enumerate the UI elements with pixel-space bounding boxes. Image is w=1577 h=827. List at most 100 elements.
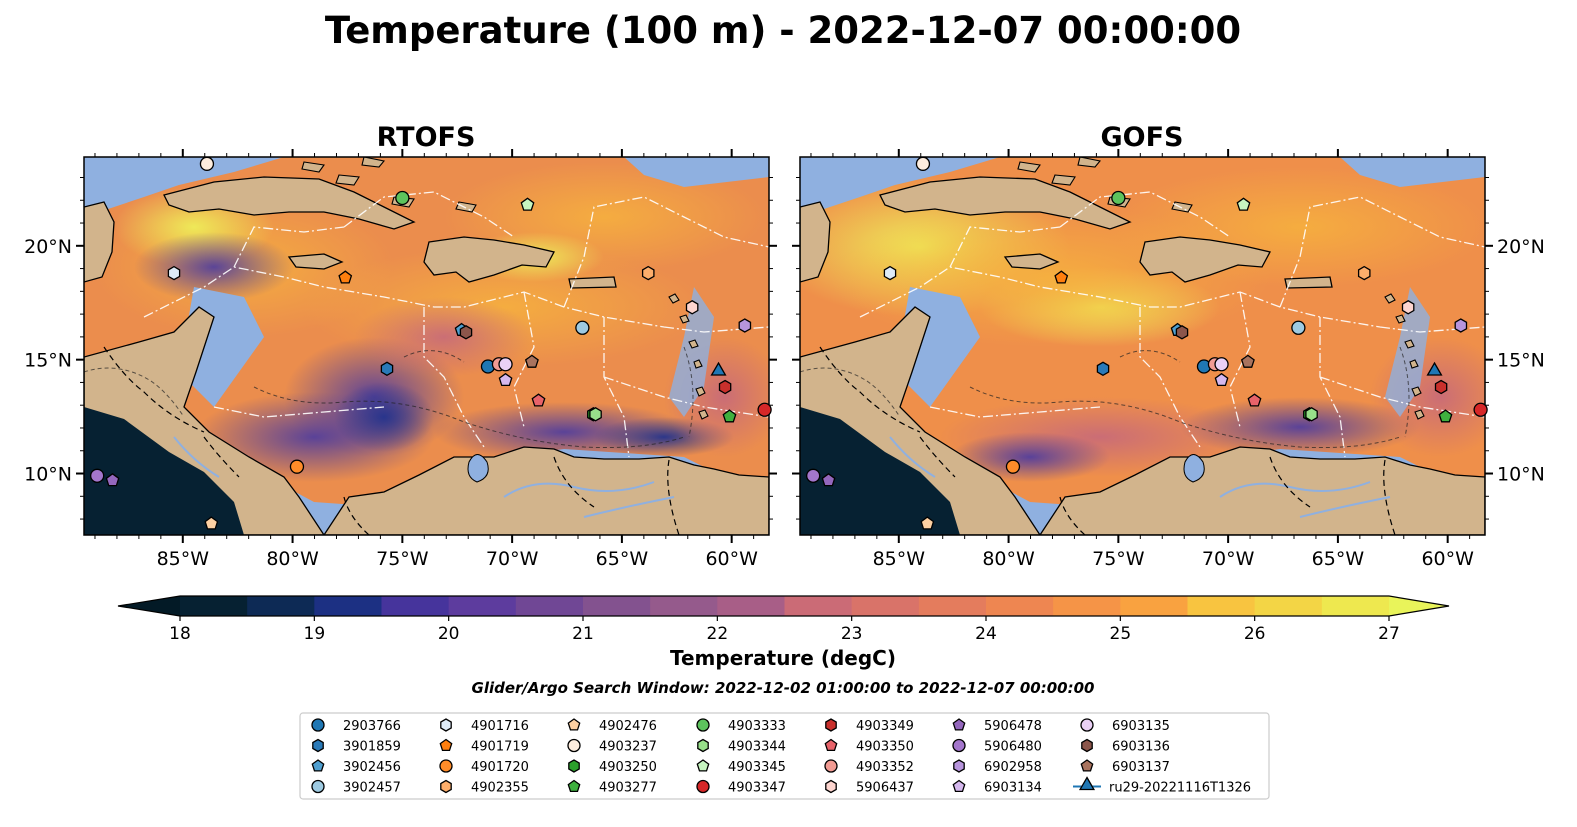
- obs-marker-4903277-gofs: [1438, 409, 1453, 423]
- map-frame-gofs: [799, 156, 1486, 536]
- x-tick-label: 60°W: [1421, 548, 1474, 570]
- legend-marker-6903137: [1080, 759, 1094, 772]
- legend-label: 6903134: [984, 781, 1042, 796]
- obs-marker-6903135-gofs: [1214, 357, 1229, 372]
- colorbar-extend-low: [118, 596, 180, 616]
- legend-label: 4903277: [599, 781, 657, 796]
- obs-marker-6903137-rtofs: [524, 354, 539, 368]
- obs-marker-6903137-gofs: [1240, 354, 1255, 368]
- legend-marker-3902456: [311, 759, 325, 772]
- obs-marker-3902457-rtofs: [575, 320, 590, 335]
- y-tick-label: 10°N: [24, 464, 72, 486]
- legend-marker-3901859: [312, 738, 324, 753]
- colorbar-tick-label: 26: [1244, 624, 1266, 644]
- legend-marker-4903345: [696, 759, 710, 772]
- colorbar-label: Temperature (degC): [670, 646, 896, 670]
- obs-marker-6902958-rtofs: [738, 318, 752, 333]
- legend-label: 4903345: [728, 760, 786, 775]
- map-panel-rtofs: [84, 157, 769, 535]
- obs-marker-3901859-gofs: [1096, 361, 1110, 377]
- x-tick-label: 85°W: [157, 548, 210, 570]
- obs-marker-4903344-gofs: [1305, 407, 1318, 422]
- colorbar-bin: [247, 596, 315, 616]
- obs-marker-6903134-gofs: [1214, 372, 1229, 387]
- legend-marker-4903277: [567, 779, 581, 793]
- colorbar-tick-label: 19: [304, 624, 326, 644]
- obs-marker-5906437-gofs: [1401, 300, 1415, 315]
- legend: 2903766 3901859 3902456 3902457 4901716 49017…: [299, 712, 1270, 800]
- obs-marker-4902355-gofs: [1357, 265, 1371, 281]
- obs-marker-5906480-rtofs: [90, 468, 105, 483]
- colorbar-bin: [1321, 596, 1390, 616]
- obs-marker-4903277-rtofs: [722, 409, 737, 423]
- obs-marker-4903347-rtofs: [757, 402, 772, 417]
- x-tick-label: 65°W: [1312, 548, 1365, 570]
- legend-marker-6902958: [953, 759, 965, 773]
- legend-label: 6902958: [984, 760, 1042, 775]
- observation-markers: [90, 156, 1488, 530]
- legend-marker-4903344: [697, 738, 709, 753]
- legend-label: 5906480: [984, 740, 1042, 755]
- legend-marker-3902457: [311, 779, 325, 794]
- obs-marker-5906437-rtofs: [685, 300, 699, 315]
- colorbar-tick-label: 22: [707, 624, 729, 644]
- map-frame-rtofs: [83, 156, 770, 536]
- figure-title: Temperature (100 m) - 2022-12-07 00:00:0…: [325, 9, 1241, 52]
- legend-marker-4901719: [439, 738, 453, 752]
- legend-label: 4903347: [728, 781, 786, 796]
- obs-marker-4903237-gofs: [915, 156, 931, 171]
- colorbar-bin: [784, 596, 853, 616]
- x-tick-label: 85°W: [873, 548, 926, 570]
- obs-marker-5906480-gofs: [806, 468, 821, 483]
- colorbar-tick-label: 24: [975, 624, 997, 644]
- obs-marker-6903134-rtofs: [498, 372, 513, 387]
- obs-marker-4901716-gofs: [883, 265, 897, 281]
- legend-marker-4903352: [824, 759, 838, 773]
- legend-marker-4903333: [696, 718, 710, 732]
- obs-marker-ru29-20221116T1326-gofs: [1426, 361, 1443, 376]
- legend-marker-4903347: [696, 779, 710, 794]
- obs-marker-5906478-rtofs: [105, 472, 120, 487]
- legend-label: 6903137: [1112, 760, 1170, 775]
- colorbar-bin: [381, 596, 450, 616]
- obs-marker-4903345-gofs: [1236, 197, 1251, 211]
- obs-marker-4903345-rtofs: [520, 197, 535, 211]
- legend-label: ru29-20221116T1326: [1109, 781, 1251, 796]
- legend-marker-4903250: [568, 759, 580, 773]
- obs-marker-4903350-gofs: [1247, 393, 1262, 407]
- obs-marker-4903333-gofs: [1111, 190, 1126, 206]
- legend-marker-2903766: [311, 718, 325, 732]
- colorbar-bin: [1120, 596, 1188, 616]
- obs-marker-4902476-rtofs: [204, 516, 219, 530]
- x-tick-label: 75°W: [376, 548, 429, 570]
- y-tick-label: 15°N: [24, 350, 72, 372]
- obs-marker-4902355-rtofs: [641, 265, 655, 281]
- colorbar-bin: [1053, 596, 1121, 616]
- legend-marker-6903134: [952, 779, 966, 793]
- colorbar-bin: [851, 596, 920, 616]
- obs-marker-4903237-rtofs: [199, 156, 215, 171]
- map-axes: 85°W 80°W 75°W 70°W 65°W 60°W 20°N 15°N 10°N 85°W…: [24, 149, 1545, 570]
- legend-marker-4902355: [440, 779, 452, 794]
- x-tick-label: 60°W: [705, 548, 758, 570]
- obs-marker-4902476-gofs: [920, 516, 935, 530]
- colorbar-bin: [717, 596, 785, 616]
- colorbar-tick-label: 18: [169, 624, 191, 644]
- search-window-caption: Glider/Argo Search Window: 2022-12-02 01…: [472, 679, 1095, 697]
- legend-marker-6903135: [1080, 718, 1094, 732]
- colorbar-tick-label: 27: [1378, 624, 1400, 644]
- x-tick-label: 80°W: [266, 548, 319, 570]
- x-tick-label: 75°W: [1092, 548, 1145, 570]
- colorbar-bin: [583, 596, 651, 616]
- obs-marker-3901859-rtofs: [380, 361, 394, 377]
- colorbar-tick-label: 21: [572, 624, 594, 644]
- legend-marker-5906480: [952, 738, 966, 753]
- obs-marker-4903350-rtofs: [531, 393, 546, 407]
- map-panel-gofs: [800, 157, 1485, 535]
- legend-label: 4902476: [599, 719, 657, 734]
- x-tick-label: 65°W: [596, 548, 649, 570]
- obs-marker-4901719-gofs: [1054, 270, 1069, 284]
- legend-marker-4903349: [825, 718, 837, 732]
- colorbar-bin: [515, 596, 584, 616]
- legend-label: 4903352: [856, 760, 914, 775]
